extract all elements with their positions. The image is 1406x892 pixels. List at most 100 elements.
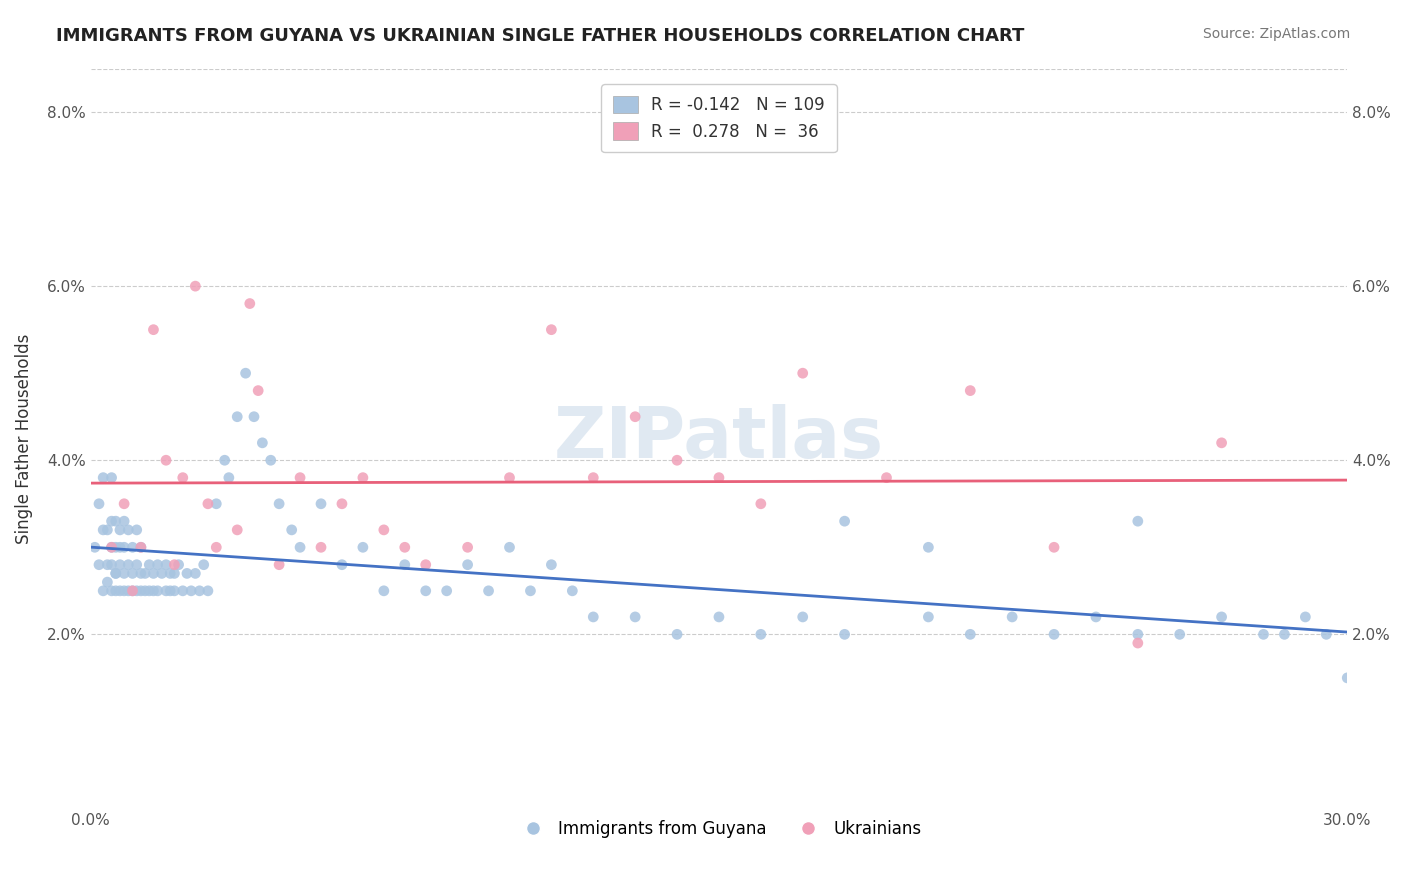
Point (138, 583, 160, 598)
Point (91, 523, 114, 537)
Text: IMMIGRANTS FROM GUYANA VS UKRAINIAN SINGLE FATHER HOUSEHOLDS CORRELATION CHART: IMMIGRANTS FROM GUYANA VS UKRAINIAN SING… (56, 27, 1025, 45)
Point (1126, 627, 1149, 641)
Point (112, 541, 135, 555)
Point (117, 558, 139, 572)
Point (121, 583, 143, 598)
Point (1001, 610, 1024, 624)
Point (117, 523, 139, 537)
Point (1211, 610, 1233, 624)
Point (134, 583, 156, 598)
Point (226, 523, 249, 537)
Point (373, 583, 395, 598)
Point (269, 497, 291, 511)
Point (330, 558, 353, 572)
Point (280, 523, 302, 537)
Point (205, 497, 228, 511)
Point (519, 583, 541, 598)
Point (288, 541, 311, 555)
Point (561, 583, 583, 598)
Point (108, 558, 131, 572)
Point (104, 566, 127, 581)
Point (834, 514, 856, 528)
Point (134, 566, 156, 581)
Point (117, 583, 139, 598)
Point (91, 583, 114, 598)
Y-axis label: Single Father Households: Single Father Households (15, 334, 32, 543)
Point (1274, 627, 1296, 641)
Point (172, 583, 194, 598)
Point (540, 323, 562, 337)
Point (197, 583, 219, 598)
Point (218, 470, 240, 484)
Point (624, 409, 647, 424)
Point (167, 558, 190, 572)
Point (498, 541, 520, 555)
Point (1253, 627, 1275, 641)
Point (252, 435, 274, 450)
Point (138, 558, 160, 572)
Point (1043, 541, 1066, 555)
Point (155, 558, 177, 572)
Point (180, 583, 202, 598)
Point (1168, 627, 1191, 641)
Point (142, 323, 165, 337)
Point (146, 558, 169, 572)
Point (142, 566, 165, 581)
Point (792, 610, 814, 624)
Point (247, 384, 270, 398)
Point (330, 497, 353, 511)
Point (87, 497, 110, 511)
Point (876, 470, 898, 484)
Point (104, 583, 127, 598)
Point (188, 583, 211, 598)
Point (96, 523, 118, 537)
Point (104, 566, 127, 581)
Point (1336, 671, 1358, 685)
Point (121, 566, 143, 581)
Point (1315, 627, 1337, 641)
Point (457, 541, 479, 555)
Point (582, 470, 605, 484)
Point (917, 541, 939, 555)
Point (184, 279, 207, 293)
Point (100, 541, 122, 555)
Point (239, 296, 262, 310)
Point (1043, 627, 1066, 641)
Point (121, 583, 143, 598)
Point (150, 566, 173, 581)
Point (100, 514, 122, 528)
Point (125, 583, 148, 598)
Text: Source: ZipAtlas.com: Source: ZipAtlas.com (1202, 27, 1350, 41)
Point (582, 610, 605, 624)
Point (155, 453, 177, 467)
Point (792, 366, 814, 380)
Point (707, 610, 730, 624)
Text: ZIPatlas: ZIPatlas (554, 404, 884, 473)
Point (214, 453, 236, 467)
Point (125, 523, 148, 537)
Point (624, 610, 647, 624)
Point (309, 497, 332, 511)
Point (129, 541, 152, 555)
Point (172, 470, 194, 484)
Point (834, 627, 856, 641)
Point (959, 627, 981, 641)
Point (309, 541, 332, 555)
Point (159, 583, 181, 598)
Point (193, 558, 215, 572)
Point (540, 558, 562, 572)
Point (260, 453, 283, 467)
Point (352, 470, 374, 484)
Point (917, 610, 939, 624)
Point (749, 497, 772, 511)
Point (288, 470, 311, 484)
Point (477, 583, 499, 598)
Point (394, 558, 416, 572)
Point (269, 558, 291, 572)
Point (1126, 636, 1149, 650)
Point (100, 541, 122, 555)
Point (155, 583, 177, 598)
Point (436, 583, 458, 598)
Point (457, 558, 479, 572)
Point (112, 514, 135, 528)
